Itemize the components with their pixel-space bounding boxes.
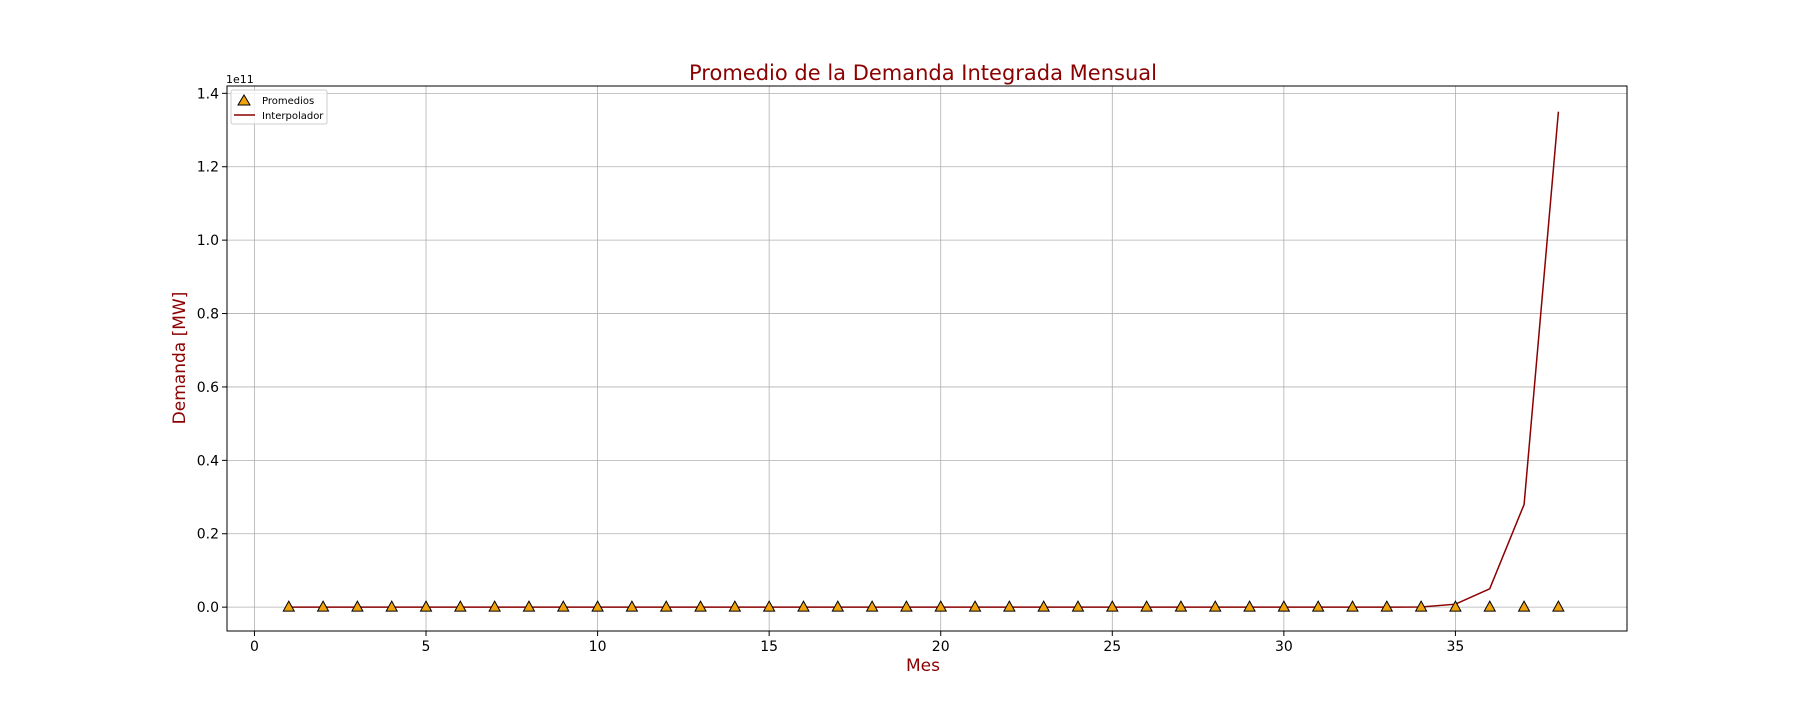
y-tick-label: 0.6 (197, 380, 219, 396)
promedio-point (1140, 600, 1153, 612)
y-tick-label: 0.0 (197, 600, 219, 616)
x-tick-label: 0 (250, 639, 259, 655)
y-axis-ticks: 0.0 0.2 0.4 0.6 0.8 1.0 1.2 1.4 (197, 86, 227, 616)
promedio-point (385, 600, 399, 612)
chart-title: Promedio de la Demanda Integrada Mensual (689, 61, 1157, 85)
x-tick-label: 10 (589, 639, 607, 655)
x-tick-label: 35 (1447, 639, 1465, 655)
promedio-point (282, 600, 296, 612)
plot-area-frame (226, 85, 1628, 632)
promedio-point (556, 600, 570, 612)
x-tick-label: 30 (1275, 639, 1293, 655)
y-tick-label: 1.4 (197, 86, 219, 102)
y-axis-label: Demanda [MW] (170, 292, 190, 425)
interpolador-series (288, 111, 1560, 608)
promedio-point (694, 600, 707, 612)
promedio-point (968, 600, 982, 612)
promedio-point (831, 600, 845, 612)
promedio-point (1071, 600, 1085, 612)
promedio-point (1483, 600, 1497, 612)
promedio-point (625, 600, 639, 612)
promedio-point (1037, 600, 1051, 612)
x-tick-label: 25 (1103, 639, 1121, 655)
promedio-point (1243, 600, 1256, 612)
legend-entry-interpolador: Interpolador (262, 111, 324, 122)
y-offset-label: 1e11 (226, 73, 254, 86)
promedio-point (1517, 600, 1531, 612)
y-tick-label: 0.4 (197, 453, 219, 469)
legend-entry-promedios: Promedios (262, 96, 314, 107)
x-axis-label: Mes (906, 656, 940, 676)
promedio-point (1449, 600, 1462, 612)
promedio-point (591, 600, 604, 612)
promedio-point (900, 600, 913, 612)
promedio-point (1174, 600, 1188, 612)
legend-triangle-marker-icon (237, 94, 251, 106)
promedio-point (1414, 600, 1428, 612)
promedio-point (453, 600, 467, 612)
promedio-point (1346, 600, 1359, 612)
y-tick-label: 0.8 (197, 307, 219, 323)
interpolador-line (288, 111, 1560, 608)
promedio-point (1277, 600, 1291, 612)
promedio-point (488, 600, 501, 612)
x-tick-label: 20 (932, 639, 950, 655)
y-tick-label: 0.2 (197, 527, 219, 543)
y-tick-label: 1.0 (197, 233, 219, 249)
promedio-point (797, 600, 810, 612)
x-axis-ticks: 0 5 10 15 20 25 30 35 (250, 631, 1464, 655)
promedio-point (1105, 600, 1119, 612)
x-tick-label: 15 (760, 639, 778, 655)
promedio-point (522, 600, 536, 612)
promedio-point (419, 600, 433, 612)
promedio-point (934, 600, 948, 612)
promedio-point (865, 600, 879, 612)
promedio-point (1003, 600, 1016, 612)
promedios-series (282, 600, 1565, 612)
promedio-point (1552, 600, 1565, 612)
promedio-point (1380, 600, 1394, 612)
x-tick-label: 5 (422, 639, 431, 655)
promedio-point (762, 600, 776, 612)
promedio-point (1311, 600, 1325, 612)
promedio-point (316, 600, 330, 612)
legend: Promedios Interpolador (230, 89, 328, 125)
promedio-point (351, 600, 364, 612)
promedio-point (659, 600, 673, 612)
y-tick-label: 1.2 (197, 160, 219, 176)
promedio-point (728, 600, 742, 612)
promedio-point (1208, 600, 1222, 612)
